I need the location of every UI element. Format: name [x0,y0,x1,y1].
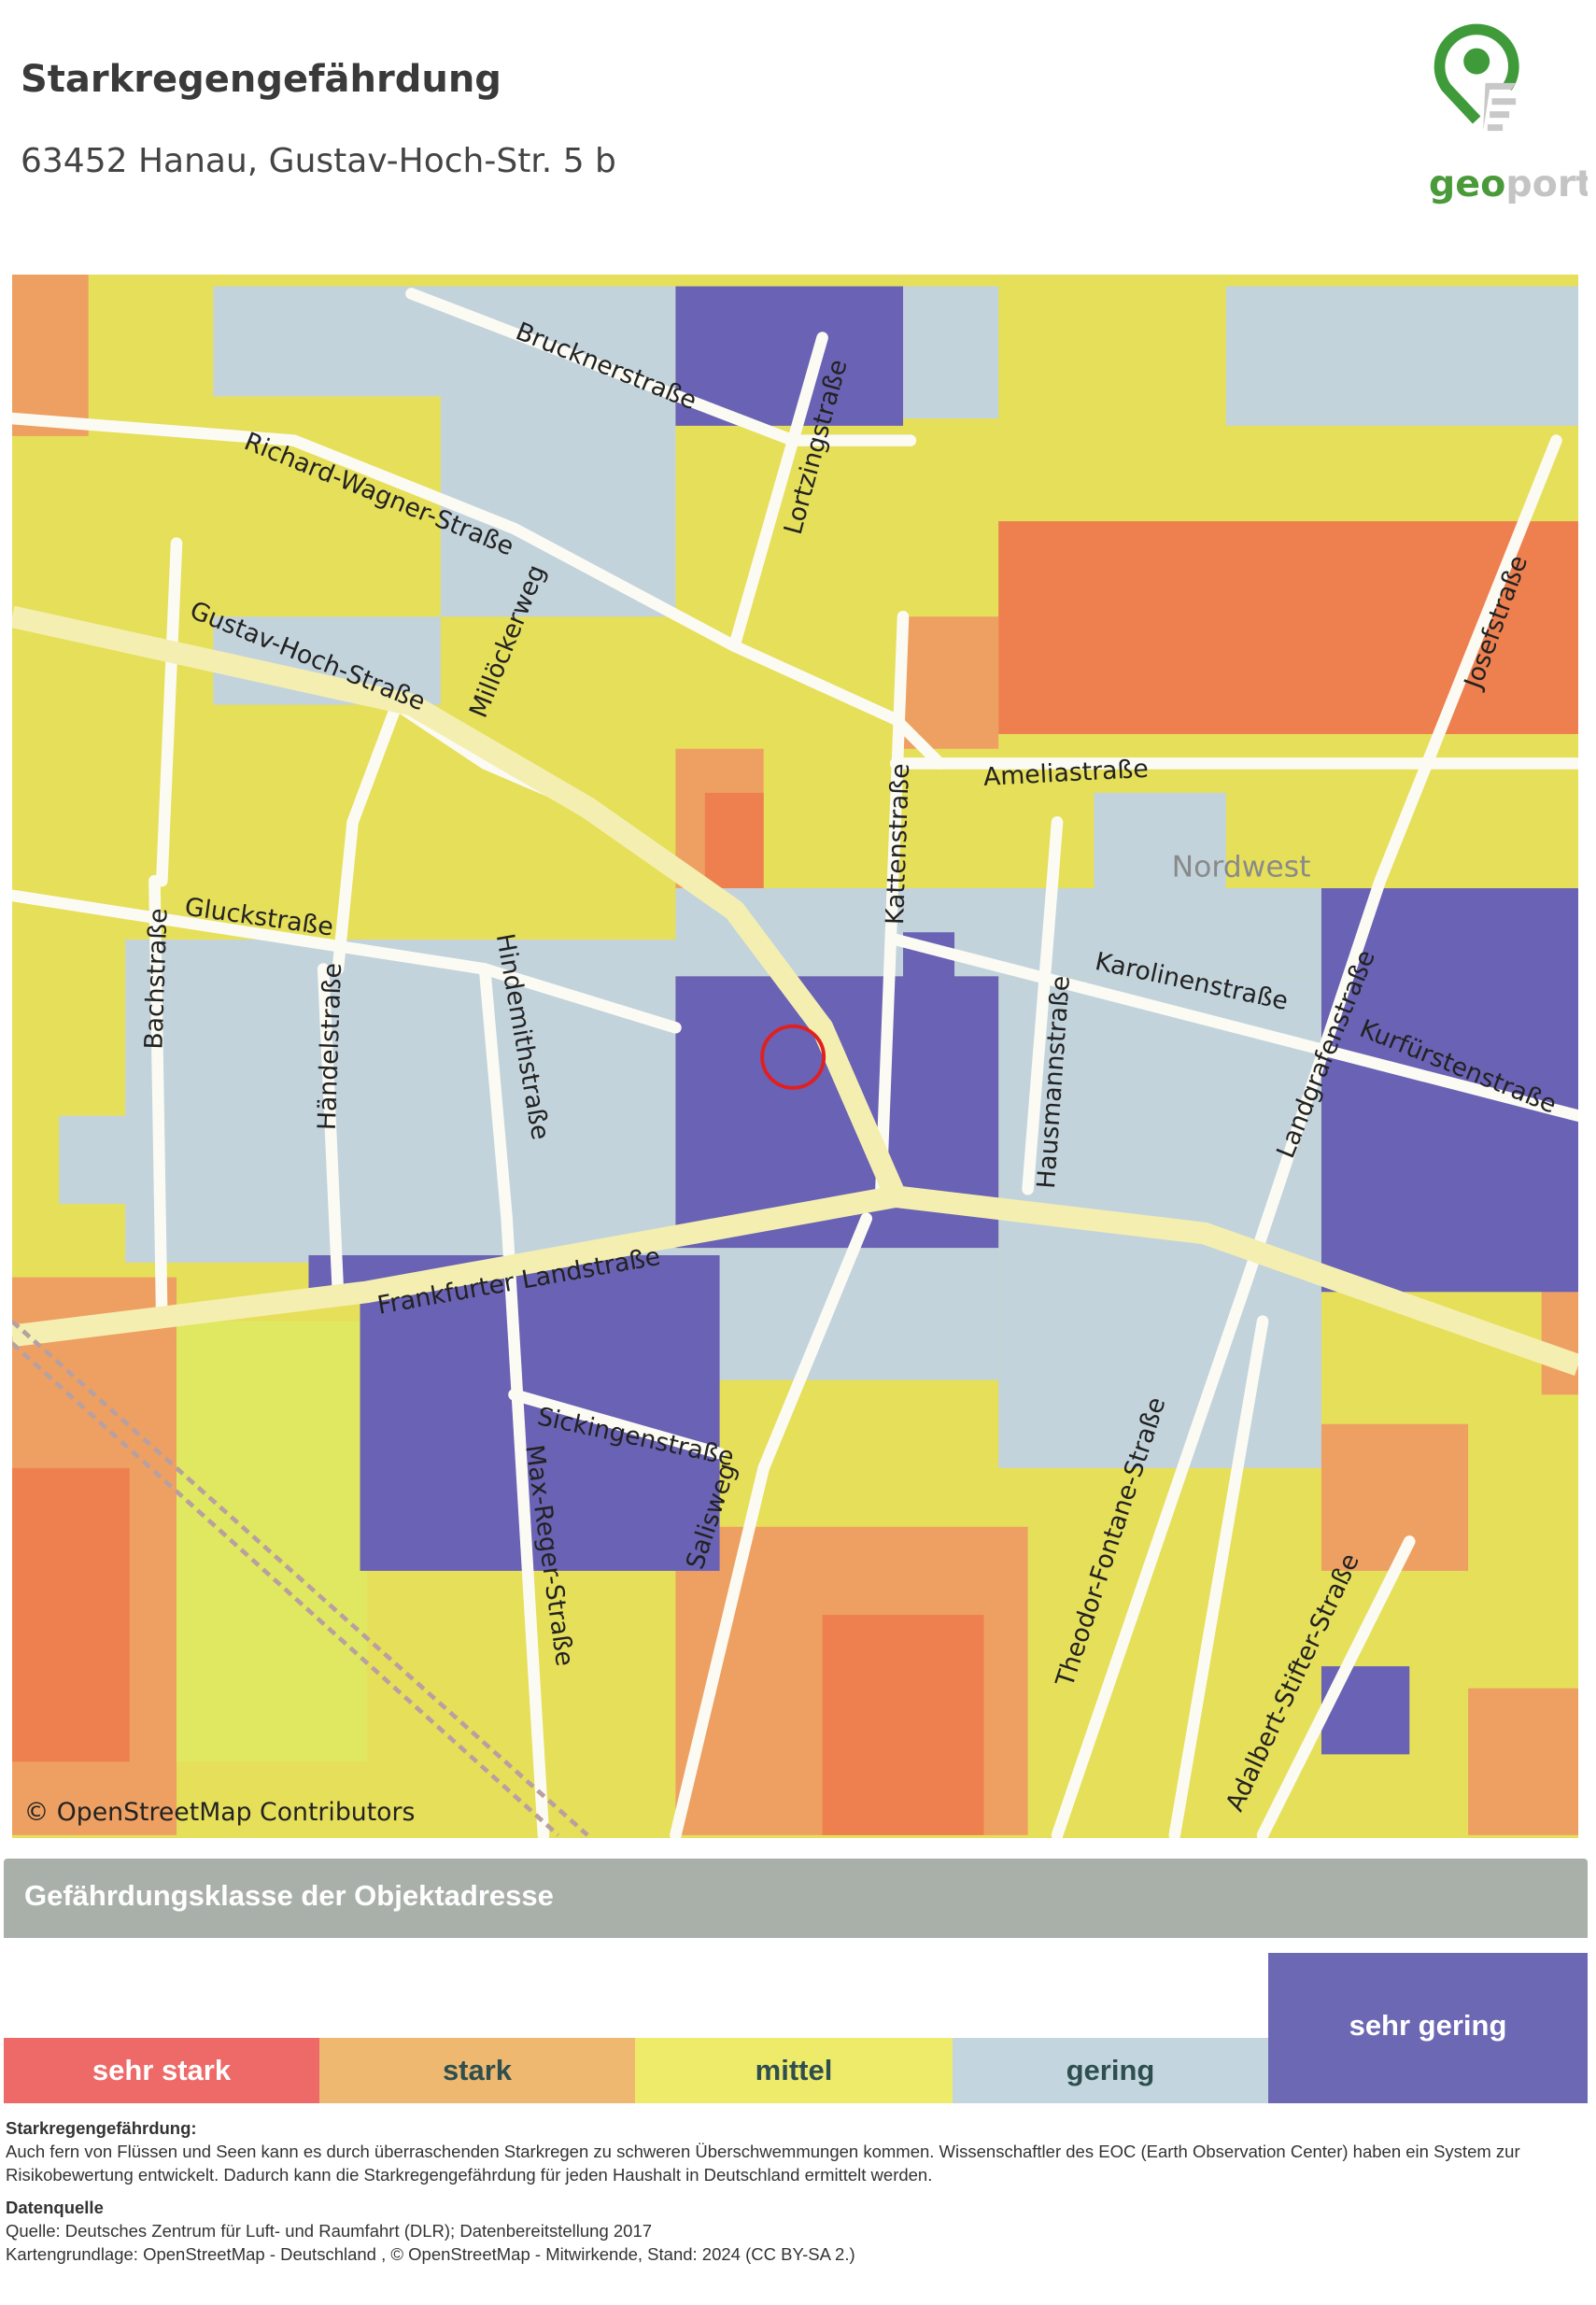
street-label: Kattenstraße [881,763,915,926]
class-mittel: mittel [635,2038,953,2103]
legend-header: Gefährdungsklasse der Objektadresse [4,1859,1588,1938]
legend-title: Gefährdungsklasse der Objektadresse [24,1879,554,1912]
railway [12,1319,589,1837]
source-heading: Datenquelle [6,2198,104,2217]
source-line: Quelle: Deutsches Zentrum für Luft- und … [6,2221,653,2241]
class-sehr-gering-active: sehr gering [1268,1953,1588,2103]
class-stark: stark [319,2038,635,2103]
district-label: Nordwest [1172,850,1311,884]
source-line: Kartengrundlage: OpenStreetMap - Deutsch… [6,2244,855,2264]
geoport-logo: geoport [1429,23,1588,205]
description-text: Auch fern von Flüssen und Seen kann es d… [6,2142,1520,2185]
page-title: Starkregengefährdung [21,58,501,101]
active-class-label: sehr gering [1349,2009,1507,2042]
street-label: Händelstraße [313,963,347,1131]
hazard-map[interactable]: Brucknerstraße Richard-Wagner-Straße Lor… [12,275,1578,1838]
hazard-zones-gering [59,286,1578,1468]
svg-text:geoport: geoport [1429,163,1588,205]
location-marker-icon[interactable] [760,1024,826,1090]
class-sehr-stark: sehr stark [4,2038,319,2103]
class-gering: gering [953,2038,1268,2103]
location-pin-icon [1434,23,1519,124]
frankfurter-landstrasse-road [12,1185,898,1348]
gustav-hoch-strasse-road [12,605,1578,1376]
object-address: 63452 Hanau, Gustav-Hoch-Str. 5 b [21,142,616,180]
street-label: Bachstraße [139,908,173,1050]
streets [12,288,1578,1838]
description: Starkregengefährdung: Auch fern von Flüs… [6,2116,1575,2266]
hazard-zone-light [177,1321,368,1762]
map-attribution[interactable]: © OpenStreetMap Contributors [24,1798,416,1827]
main-roads [12,605,1578,1376]
hazard-zones-sehr-stark [12,521,1578,1835]
description-heading: Starkregengefährdung: [6,2118,197,2138]
